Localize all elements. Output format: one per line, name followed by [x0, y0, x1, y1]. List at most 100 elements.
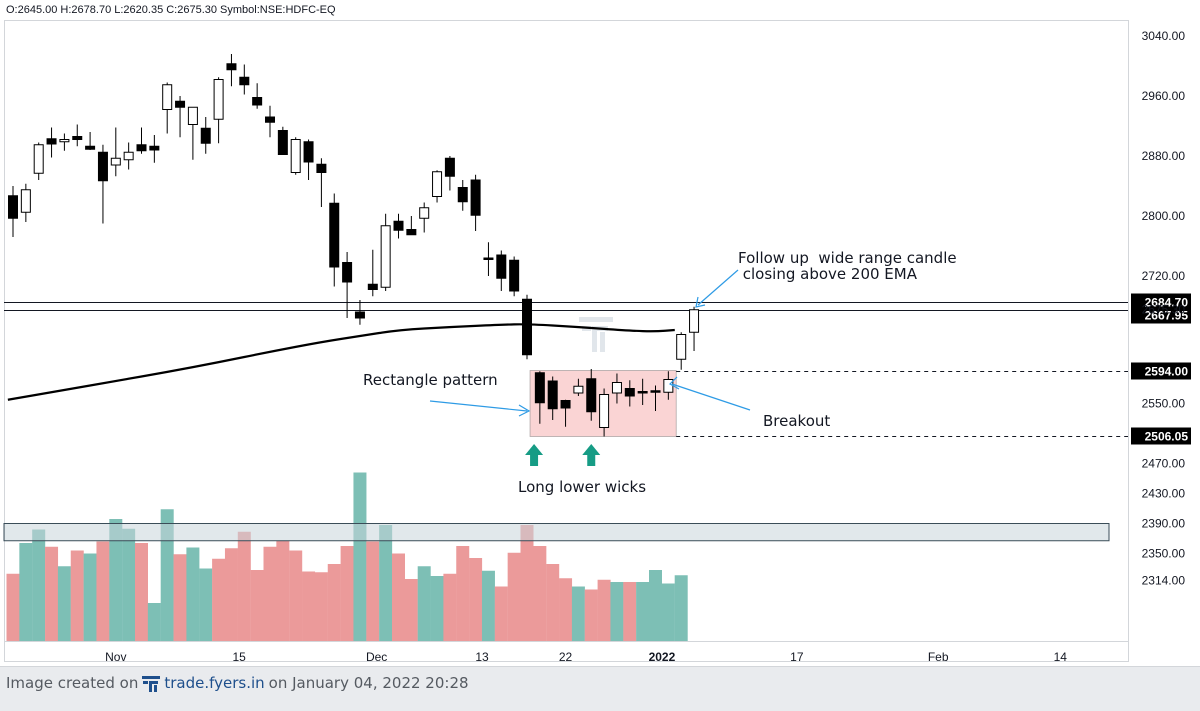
volume-bar	[546, 564, 560, 641]
candle-down	[97, 151, 108, 182]
volume-bar	[610, 582, 624, 641]
volume-bar	[6, 573, 20, 641]
y-tick-label: 2960.00	[1142, 89, 1186, 103]
candle-up	[33, 144, 44, 174]
volume-bar	[302, 571, 316, 641]
footer-prefix: Image created on	[6, 674, 139, 692]
volume-bar	[70, 550, 84, 641]
candle-up	[573, 385, 584, 394]
volume-bar	[199, 568, 213, 641]
volume-bar	[186, 547, 200, 641]
price-badge	[1131, 427, 1191, 445]
arrow-head-breakout	[669, 376, 680, 390]
candle-up	[432, 171, 443, 197]
annotations-layer: Follow up wide range candle closing abov…	[363, 249, 957, 496]
candle-up	[20, 189, 31, 213]
candle-down	[329, 202, 340, 268]
candle-down	[252, 97, 263, 106]
volume-bar	[147, 603, 161, 641]
y-tick-label: 2880.00	[1142, 149, 1186, 163]
volume-bar	[160, 509, 174, 641]
candle-down	[406, 229, 417, 236]
chart-area[interactable]: O:2645.00 H:2678.70 L:2620.35 C:2675.30 …	[0, 0, 1200, 666]
volume-bar	[57, 566, 71, 641]
candle-up	[123, 151, 134, 161]
y-tick-label: 2350.00	[1142, 547, 1186, 561]
ema-200-line	[7, 323, 675, 401]
x-tick-label: Nov	[105, 650, 126, 664]
candle-up	[110, 157, 121, 166]
volume-bar	[263, 546, 277, 641]
candle-down	[457, 187, 468, 203]
volume-bar	[533, 546, 547, 641]
volume-bar	[32, 529, 46, 641]
volume-bar	[559, 578, 573, 641]
arrow-to-rectangle	[429, 400, 528, 412]
x-tick-label: 13	[475, 650, 489, 664]
volume-bar	[109, 519, 123, 641]
fyers-logo-icon	[142, 676, 161, 692]
volume-bar	[520, 525, 534, 641]
volume-bar	[173, 554, 187, 641]
volume-bar	[674, 575, 688, 641]
volume-bar	[353, 472, 367, 641]
volume-bar	[289, 550, 303, 641]
y-tick-label: 2314.00	[1142, 574, 1186, 588]
annotation-title-2: closing above 200 EMA	[738, 265, 918, 283]
candle-down	[342, 262, 353, 283]
volume-bar	[45, 546, 59, 641]
candle-down	[239, 76, 250, 86]
ema-layer	[7, 323, 675, 401]
price-badge	[1131, 362, 1191, 380]
volume-bar	[340, 546, 354, 641]
y-tick-label: 2430.00	[1142, 487, 1186, 501]
candle-down	[149, 145, 160, 151]
price-badge-label: 2594.00	[1145, 365, 1189, 379]
price-badge-label: 2506.05	[1145, 430, 1189, 444]
footer-site-link[interactable]: trade.fyers.in	[164, 674, 265, 692]
price-badge-label: 2667.95	[1145, 309, 1189, 323]
arrow-head-breakout-candle	[695, 296, 706, 308]
y-tick-label: 2720.00	[1142, 269, 1186, 283]
candle-down	[136, 144, 147, 152]
candle-up	[162, 84, 173, 110]
x-tick-label: 22	[559, 650, 573, 664]
candle-down	[200, 127, 211, 144]
volume-bar	[366, 541, 380, 641]
candle-down	[316, 163, 327, 173]
volume-bar	[122, 528, 136, 641]
candle-up	[663, 379, 674, 393]
candle-down	[650, 390, 661, 393]
volume-bar	[96, 541, 110, 641]
candle-down	[72, 136, 83, 140]
volume-bar	[135, 543, 148, 641]
price-badge	[1131, 306, 1191, 324]
candle-down	[265, 116, 275, 123]
candlestick-chart[interactable]: O:2645.00 H:2678.70 L:2620.35 C:2675.30 …	[0, 0, 1200, 666]
x-tick-label: 17	[790, 650, 804, 664]
volume-bar	[443, 573, 457, 641]
volume-bar	[636, 582, 650, 641]
candle-up	[213, 79, 224, 120]
volume-bar	[571, 586, 585, 641]
candle-up	[59, 139, 70, 143]
candle-up	[380, 225, 391, 288]
price-badge	[1131, 293, 1191, 311]
footer-suffix: on January 04, 2022 20:28	[268, 674, 469, 692]
candle-down	[8, 195, 18, 219]
time-axis: Nov 15 Dec 13 22 2022 17 Feb 14	[105, 650, 1067, 664]
candle-down	[85, 145, 96, 150]
volume-bar	[83, 553, 97, 641]
footer-caption: Image created on trade.fyers.in on Janua…	[6, 674, 469, 692]
candle-down	[534, 372, 545, 404]
x-tick-label: 15	[232, 650, 246, 664]
volume-bar	[469, 558, 483, 641]
candle-down	[547, 380, 558, 410]
volume-bar	[456, 546, 470, 641]
volume-bar	[314, 572, 328, 641]
candle-down	[483, 257, 494, 260]
candle-up	[611, 382, 622, 394]
horizontal-lines-layer	[4, 302, 1128, 437]
candle-down	[303, 141, 314, 163]
